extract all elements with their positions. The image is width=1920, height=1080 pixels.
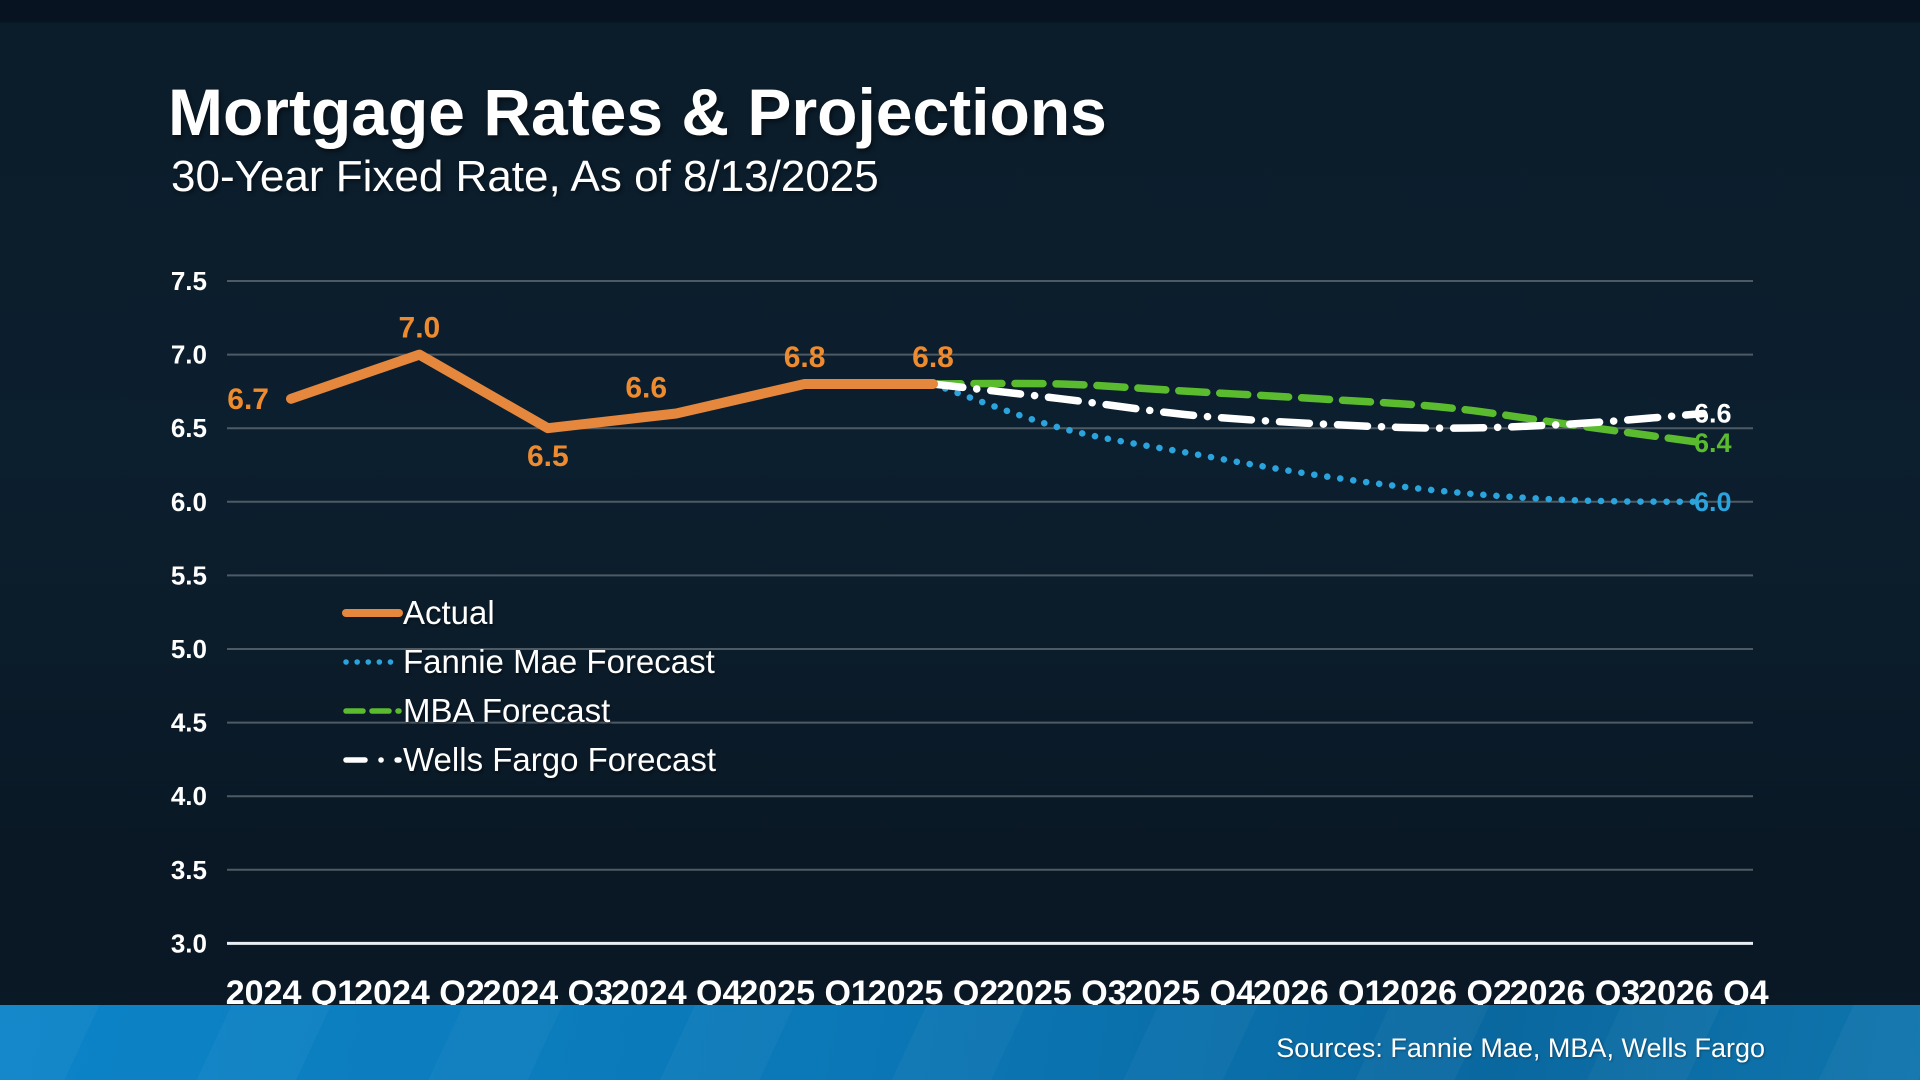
- y-tick-label: 7.0: [171, 340, 207, 370]
- y-tick-label: 4.0: [171, 781, 207, 811]
- series-line-actual: [286, 349, 938, 434]
- legend-item-wells-fargo-forecast: Wells Fargo Forecast: [341, 735, 716, 784]
- dashdot-line-swatch-icon: [343, 756, 402, 763]
- chart-legend: Actual Fannie Mae Forecast MBA Forecast …: [341, 588, 716, 784]
- dashed-line-swatch-icon: [343, 707, 402, 714]
- y-tick-label: 5.5: [171, 560, 207, 590]
- series-line-mba-forecast: [929, 379, 1708, 447]
- legend-item-mba-forecast: MBA Forecast: [341, 686, 716, 735]
- series-line-fannie-mae-forecast: [929, 380, 1707, 506]
- legend-label-fannie-mae: Fannie Mae Forecast: [403, 643, 715, 680]
- data-label: 6.7: [227, 383, 269, 416]
- page-subtitle: 30-Year Fixed Rate, As of 8/13/2025: [171, 152, 879, 201]
- y-tick-label: 3.5: [171, 855, 207, 885]
- legend-item-actual: Actual: [341, 588, 716, 637]
- data-label: 6.6: [625, 371, 667, 404]
- y-tick-label: 6.0: [171, 487, 207, 517]
- data-label: 6.8: [784, 341, 826, 374]
- y-tick-label: 7.5: [171, 266, 207, 296]
- y-tick-label: 5.0: [171, 634, 207, 664]
- y-tick-label: 3.0: [171, 928, 207, 958]
- end-label: 6.4: [1694, 428, 1732, 458]
- legend-label-actual: Actual: [403, 594, 495, 631]
- end-label: 6.0: [1694, 487, 1732, 517]
- page-title: Mortgage Rates & Projections: [168, 75, 1107, 149]
- series-line-wells-fargo-forecast: [929, 380, 1708, 432]
- y-tick-label: 4.5: [171, 708, 207, 738]
- solid-line-swatch-icon: [342, 608, 403, 617]
- dotted-line-swatch-icon: [343, 658, 402, 665]
- data-label: 6.8: [912, 341, 954, 374]
- legend-label-wells-fargo: Wells Fargo Forecast: [403, 741, 716, 778]
- legend-item-fannie-mae-forecast: Fannie Mae Forecast: [341, 637, 716, 686]
- sources-text: Sources: Fannie Mae, MBA, Wells Fargo: [1276, 1033, 1765, 1063]
- data-label: 7.0: [399, 312, 441, 345]
- y-tick-label: 6.5: [171, 413, 207, 443]
- footer-bar: [0, 1005, 1920, 1080]
- legend-label-mba: MBA Forecast: [403, 692, 611, 729]
- end-label: 6.6: [1694, 398, 1732, 428]
- data-label: 6.5: [527, 440, 569, 473]
